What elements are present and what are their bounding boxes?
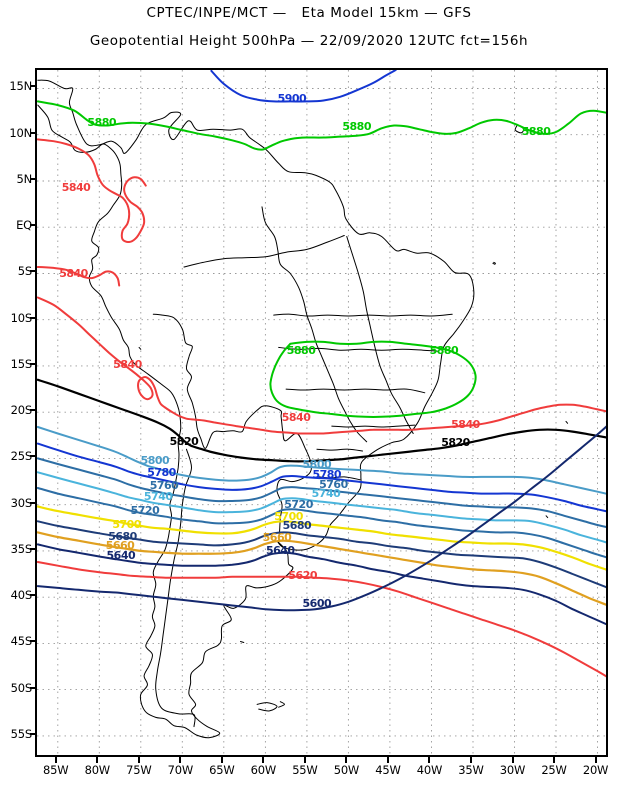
contour-label: 5880 [87, 116, 117, 130]
contour-label: 5720 [284, 498, 313, 512]
contour-label: 5800 [140, 454, 170, 468]
x-axis-tick-label: 35W [458, 763, 484, 777]
contour-label: 5660 [262, 530, 292, 544]
y-axis-tick-label: 35S [10, 541, 33, 556]
x-axis-tick-label: 60W [250, 763, 277, 777]
contour-label: 5880 [521, 124, 551, 138]
x-axis-tick-mark [511, 757, 514, 763]
contour-label: 5700 [112, 517, 141, 531]
contour-label: 5820 [441, 436, 470, 450]
contour-label: 5760 [319, 478, 348, 492]
y-axis-tick-label: 5N [16, 171, 32, 186]
contour-label: 5840 [61, 181, 91, 195]
y-axis-tick-mark [30, 270, 36, 273]
gridlines [37, 70, 606, 755]
contour-label: 5620 [288, 568, 318, 582]
contour-map-svg [37, 70, 606, 755]
x-axis-tick-mark [553, 757, 556, 763]
y-axis-tick-mark [30, 640, 36, 643]
contour-label: 5880 [342, 120, 371, 134]
field-title: Geopotential Height 500hPa — 22/09/2020 … [89, 33, 529, 49]
y-axis-tick-mark [30, 594, 36, 597]
contour-label: 5680 [108, 529, 137, 543]
contour-label: 5780 [147, 466, 176, 480]
y-axis-tick-label: 30S [10, 495, 33, 510]
coastlines [37, 79, 569, 739]
y-axis-tick-label: EQ [16, 218, 32, 233]
y-axis-tick-mark [30, 409, 36, 412]
contour-label: 5640 [106, 549, 136, 563]
contour-label: 5880 [286, 343, 316, 357]
x-axis-tick-label: 85W [43, 763, 69, 777]
contour-label: 5840 [59, 267, 88, 281]
contour-label: 5900 [277, 92, 307, 106]
x-axis-tick-mark [54, 757, 57, 763]
contour-label: 5840 [281, 410, 311, 424]
y-axis-tick-mark [30, 85, 36, 88]
y-axis-tick-mark [30, 501, 36, 504]
x-axis-tick-mark [594, 757, 597, 763]
x-axis-tick-label: 30W [499, 763, 526, 777]
x-axis-tick-mark [469, 757, 472, 763]
y-axis-tick-mark [30, 732, 36, 735]
x-axis-tick-mark [262, 757, 265, 763]
contour-label: 5660 [105, 539, 135, 553]
contour-label: 5720 [130, 503, 160, 517]
x-axis-tick-label: 50W [333, 763, 360, 777]
contour-label: 5840 [451, 417, 480, 431]
contour-label: 5680 [282, 518, 312, 532]
y-axis-tick-label: 50S [10, 680, 33, 695]
contour-label: 5600 [302, 597, 332, 611]
y-axis-tick-mark [30, 224, 36, 227]
contour-label: 5820 [169, 434, 199, 448]
y-axis-tick-mark [30, 455, 36, 458]
y-axis-tick-mark [30, 686, 36, 689]
x-axis-tick-mark [386, 757, 389, 763]
y-axis-tick-mark [30, 177, 36, 180]
x-axis-tick-mark [303, 757, 306, 763]
x-axis-tick-label: 65W [209, 763, 235, 777]
y-axis-tick-label: 40S [10, 588, 33, 603]
y-axis-tick-mark [30, 131, 36, 134]
contour-label: 5740 [143, 490, 173, 504]
x-axis-tick-mark [345, 757, 348, 763]
contour-label: 5840 [113, 357, 142, 371]
x-axis-tick-label: 75W [126, 763, 152, 777]
y-axis-tick-label: 45S [10, 634, 33, 649]
contour-label: 5880 [429, 343, 459, 357]
contour-label: 5780 [312, 467, 342, 481]
y-axis-tick-label: 10S [10, 310, 33, 325]
x-axis-tick-label: 80W [84, 763, 111, 777]
y-axis-tick-mark [30, 316, 36, 319]
y-axis-tick-label: 15S [10, 356, 33, 371]
y-axis-tick-mark [30, 547, 36, 550]
x-axis-tick-mark [137, 757, 140, 763]
y-axis-tick-mark [30, 362, 36, 365]
model-title: CPTEC/INPE/MCT — Eta Model 15km — GFS [146, 5, 472, 21]
contour-label: 5740 [311, 487, 341, 501]
y-axis-tick-label: 20S [10, 403, 33, 418]
x-axis-tick-label: 25W [541, 763, 567, 777]
x-axis-tick-mark [179, 757, 182, 763]
contour-label: 5640 [265, 543, 295, 557]
x-axis-tick-label: 70W [167, 763, 194, 777]
y-axis-tick-label: 10N [9, 125, 32, 140]
x-axis-tick-label: 20W [582, 763, 609, 777]
map-plot-area [35, 68, 608, 757]
contour-label: 5700 [274, 509, 303, 523]
x-axis-tick-label: 40W [416, 763, 443, 777]
x-axis-tick-label: 55W [292, 763, 318, 777]
y-axis-tick-label: 15N [9, 79, 32, 94]
y-axis-tick-label: 55S [10, 726, 33, 741]
x-axis-tick-mark [96, 757, 99, 763]
contour-lines [37, 70, 606, 678]
x-axis-tick-label: 45W [375, 763, 401, 777]
contour-label: 5800 [302, 457, 332, 471]
y-axis-tick-label: 25S [10, 449, 33, 464]
contour-label: 5760 [149, 479, 179, 493]
x-axis-tick-mark [220, 757, 223, 763]
x-axis-tick-mark [428, 757, 431, 763]
y-axis-tick-label: 5S [17, 264, 32, 279]
